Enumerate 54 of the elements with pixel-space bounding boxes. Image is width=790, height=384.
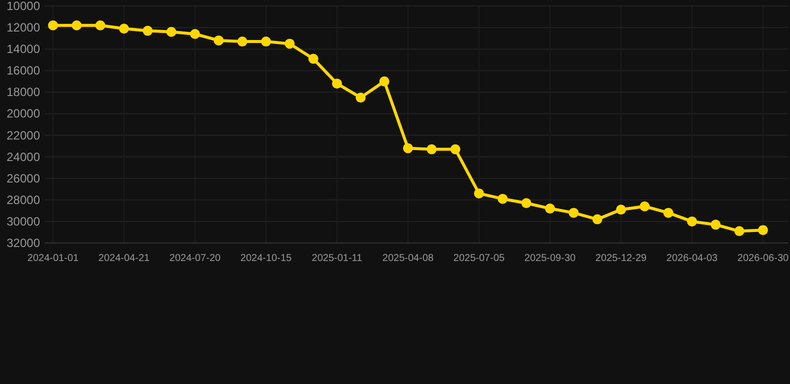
y-tick-label: 22000 [6,128,40,142]
x-tick-label: 2025-12-29 [595,253,648,264]
point [379,76,390,86]
point [640,201,650,212]
x-tick-label: 2025-07-05 [453,253,506,264]
x-tick-label: 2024-10-15 [240,253,292,264]
y-tick-label: 18000 [6,85,40,100]
point [403,143,413,154]
point [261,36,271,47]
point [72,20,82,30]
x-tick-label: 2024-04-21 [98,253,150,264]
point [521,198,532,208]
point [356,92,366,103]
point [48,20,58,30]
x-tick-label: 2024-07-20 [169,253,222,264]
point [426,144,437,154]
point [474,188,484,198]
x-tick-label: 2025-01-11 [312,253,363,264]
point [237,36,248,47]
point [308,54,318,64]
point [568,208,579,218]
y-tick-label: 12000 [6,20,40,35]
x-tick-label: 2026-04-03 [666,253,718,264]
x-tick-label: 2025-09-30 [524,253,576,264]
point [498,194,508,204]
point [710,220,721,230]
point [663,208,674,218]
y-tick-label: 26000 [6,171,40,186]
point [592,214,602,224]
y-tick-label: 30000 [6,214,40,228]
point [214,35,224,46]
y-tick-label: 16000 [6,64,40,78]
y-tick-label: 28000 [6,192,40,207]
y-tick-label: 24000 [6,150,40,164]
y-tick-label: 20000 [6,106,40,121]
point [332,78,342,89]
point [190,29,200,40]
point [758,225,768,236]
point [734,226,744,236]
y-tick-label: 14000 [6,42,40,56]
point [616,204,626,215]
point [545,204,555,214]
point [450,144,460,154]
point [95,20,106,30]
x-tick-label: 2026-06-30 [737,253,790,264]
y-tick-label: 32000 [6,236,40,250]
x-tick-label: 2024-01-01 [27,253,80,264]
point [142,26,153,36]
point [166,26,176,37]
point [119,24,129,34]
x-tick-label: 2025-04-08 [382,253,434,264]
point [284,38,295,49]
point [687,216,697,226]
y-tick-label: 10000 [6,0,40,13]
